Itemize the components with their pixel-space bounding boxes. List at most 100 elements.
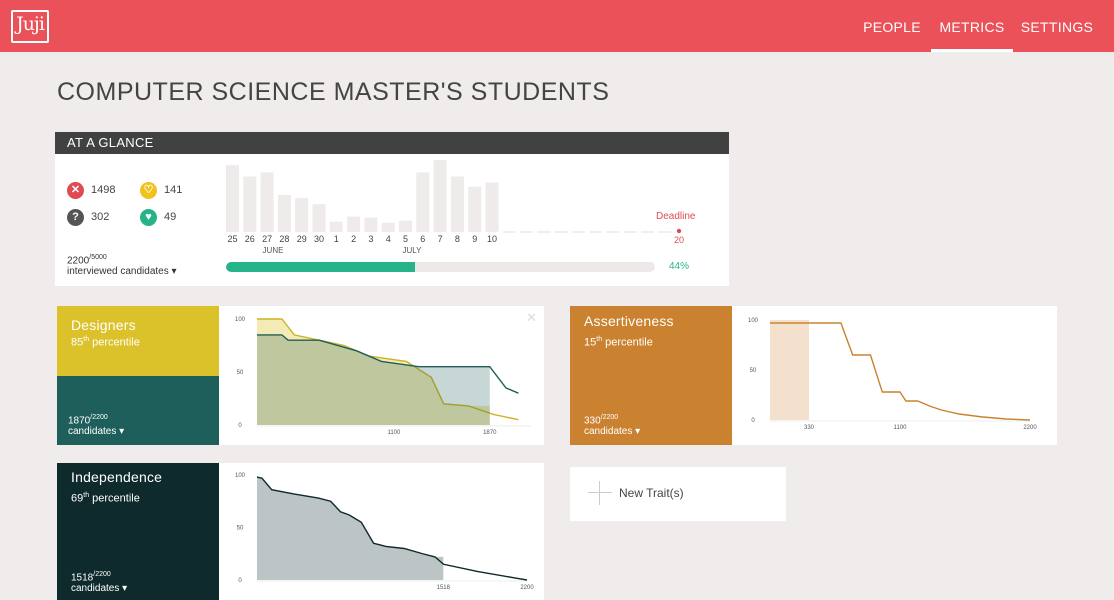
x-tick-label: 1100 bbox=[387, 430, 401, 436]
trait-percentile-suffix: th bbox=[596, 336, 603, 343]
day-label: 3 bbox=[368, 234, 373, 244]
day-bar bbox=[295, 198, 309, 232]
day-bar bbox=[450, 176, 464, 232]
x-tick-label: 1518 bbox=[437, 585, 451, 591]
x-tick-label: 330 bbox=[804, 425, 815, 431]
month-label: JUNE bbox=[263, 246, 284, 255]
day-bar bbox=[277, 194, 291, 232]
trait-name: Assertiveness bbox=[584, 313, 674, 329]
day-label: 27 bbox=[262, 234, 272, 244]
at-a-glance-panel: AT A GLANCE ✕ 1498 ♡ 141 ? 302 ♥ 49 2200… bbox=[55, 132, 729, 286]
day-label: 9 bbox=[472, 234, 477, 244]
nav-settings[interactable]: SETTINGS bbox=[1020, 19, 1094, 35]
trait-candidates-dropdown[interactable]: 1870/2200 candidates ▾ bbox=[68, 412, 124, 437]
trait-name: Designers bbox=[71, 317, 136, 333]
trait-chart: 100 50 0 1518 2200 bbox=[235, 473, 534, 591]
heart-outline-icon: ♡ bbox=[140, 182, 157, 199]
daily-interview-bar-chart: 25 26 27 28 29 30 1 2 3 4 5 6 7 8 9 10 JUNE JULY 20 bbox=[226, 160, 684, 255]
juji-logo[interactable]: Juji bbox=[11, 10, 49, 43]
interviewed-candidates-dropdown[interactable]: 2200/5000 interviewed candidates ▾ bbox=[67, 252, 177, 277]
day-bar bbox=[243, 176, 257, 232]
y-tick-label: 50 bbox=[237, 370, 244, 376]
trait-percentile-value: 15 bbox=[584, 336, 597, 349]
progress-bar bbox=[226, 262, 655, 272]
heart-icon: ♥ bbox=[140, 209, 157, 226]
day-bar bbox=[399, 220, 412, 232]
trait-percentile-word: percentile bbox=[605, 336, 653, 349]
series-line bbox=[257, 318, 519, 421]
trait-card-header bbox=[570, 306, 732, 445]
day-label: 6 bbox=[420, 234, 425, 244]
day-bar bbox=[260, 172, 274, 232]
day-bar bbox=[381, 222, 395, 232]
top-navigation-bar: Juji PEOPLE METRICS SETTINGS bbox=[0, 0, 1114, 52]
y-tick-label: 100 bbox=[235, 473, 246, 479]
day-label: 2 bbox=[351, 234, 356, 244]
x-tick-label: 2200 bbox=[520, 585, 534, 591]
series-line bbox=[256, 476, 528, 581]
deadline-day: 20 bbox=[674, 235, 684, 245]
trait-percentile-value: 69 bbox=[71, 492, 84, 505]
y-tick-label: 0 bbox=[238, 578, 242, 584]
day-label: 28 bbox=[279, 234, 289, 244]
trait-count-total: /2200 bbox=[93, 571, 111, 578]
at-a-glance-title: AT A GLANCE bbox=[55, 132, 729, 154]
trait-percentile-word: percentile bbox=[92, 336, 140, 349]
new-trait-button[interactable]: New Trait(s) bbox=[570, 467, 786, 521]
y-tick-label: 100 bbox=[235, 317, 246, 323]
trait-card-designers[interactable]: Designers 85th percentile 1870/2200 cand… bbox=[57, 306, 544, 445]
nav-people[interactable]: PEOPLE bbox=[863, 19, 921, 35]
y-tick-label: 50 bbox=[237, 526, 244, 532]
trait-candidates-dropdown[interactable]: 1518/2200 candidates ▾ bbox=[71, 569, 127, 594]
day-label: 5 bbox=[403, 234, 408, 244]
trait-card-assertiveness[interactable]: Assertiveness 15th percentile 330/2200 c… bbox=[570, 306, 1057, 445]
interviewed-count: 2200 bbox=[67, 255, 90, 267]
trait-candidates-dropdown[interactable]: 330/2200 candidates ▾ bbox=[584, 412, 640, 437]
series-area bbox=[257, 334, 490, 425]
page-title: COMPUTER SCIENCE MASTER'S STUDENTS bbox=[57, 78, 610, 106]
day-bar bbox=[485, 182, 499, 232]
day-bar bbox=[312, 204, 326, 232]
trait-count-label: candidates ▾ bbox=[71, 583, 128, 595]
series-area bbox=[257, 319, 490, 425]
trait-count: 1870 bbox=[68, 415, 91, 427]
y-tick-label: 100 bbox=[748, 318, 759, 324]
stat-liked-count: 49 bbox=[164, 211, 177, 223]
progress-percent: 44% bbox=[669, 261, 690, 272]
trait-percentile: 85th percentile bbox=[71, 336, 140, 349]
day-bar bbox=[329, 221, 343, 232]
close-icon: ✕ bbox=[67, 182, 84, 199]
trait-card-header bbox=[57, 306, 219, 376]
series-area bbox=[257, 477, 444, 580]
stat-rejected-count: 1498 bbox=[91, 184, 116, 196]
trait-percentile: 69th percentile bbox=[71, 492, 140, 505]
x-tick-label: 1870 bbox=[483, 430, 497, 436]
trait-count: 1518 bbox=[71, 572, 94, 584]
deadline-label: Deadline bbox=[656, 211, 696, 222]
new-trait-label: New Trait(s) bbox=[619, 486, 684, 500]
day-bar bbox=[468, 186, 482, 232]
day-bar bbox=[347, 216, 361, 232]
stat-unknown-count: 302 bbox=[91, 211, 110, 223]
day-bar bbox=[433, 160, 447, 232]
interviewed-label: interviewed candidates ▾ bbox=[67, 266, 177, 278]
plus-icon bbox=[588, 481, 612, 505]
y-tick-label: 50 bbox=[750, 368, 757, 374]
day-bar bbox=[416, 172, 430, 232]
trait-chart: 100 50 0 1100 1870 bbox=[235, 317, 531, 436]
series-line bbox=[770, 322, 1031, 421]
interviewed-total: /5000 bbox=[89, 254, 107, 261]
trait-percentile-suffix: th bbox=[83, 336, 90, 343]
trait-name: Independence bbox=[71, 469, 163, 485]
nav-metrics[interactable]: METRICS bbox=[931, 0, 1013, 52]
day-label: 30 bbox=[314, 234, 324, 244]
close-icon[interactable]: ✕ bbox=[526, 310, 537, 325]
day-label: 4 bbox=[386, 234, 391, 244]
question-icon: ? bbox=[67, 209, 84, 226]
day-label: 25 bbox=[227, 234, 237, 244]
trait-card-independence[interactable]: Independence 69th percentile 1518/2200 c… bbox=[57, 463, 544, 600]
trait-count: 330 bbox=[584, 415, 601, 427]
trait-percentile-value: 85 bbox=[71, 336, 84, 349]
series-line bbox=[257, 334, 519, 394]
day-bar bbox=[226, 165, 239, 232]
